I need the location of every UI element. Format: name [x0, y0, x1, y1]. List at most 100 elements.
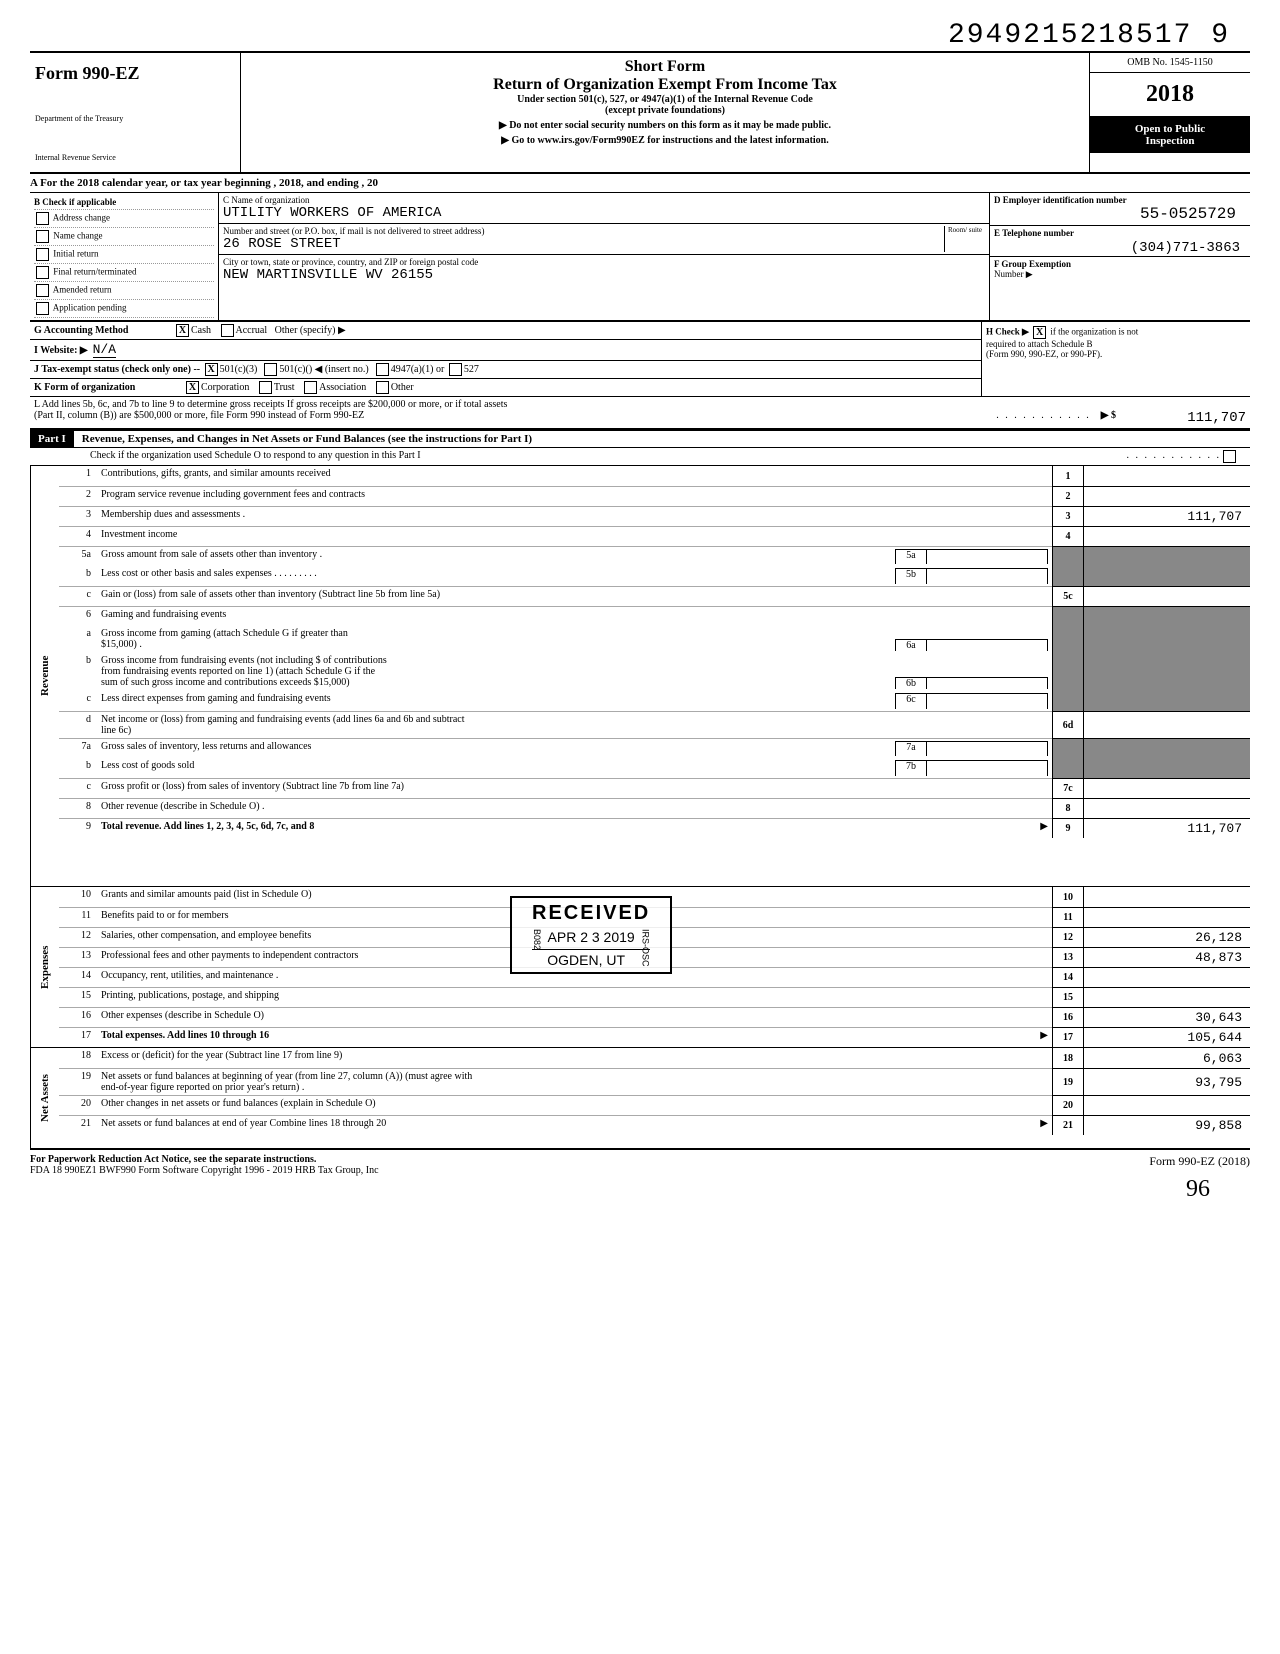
line-6b-num: b — [59, 653, 97, 691]
check-name-change[interactable] — [36, 230, 49, 243]
check-cash[interactable] — [176, 324, 189, 337]
lbl-address-change: Address change — [53, 213, 110, 223]
line-9-desc: Total revenue. Add lines 1, 2, 3, 4, 5c,… — [101, 821, 314, 832]
line-7a-num: 7a — [59, 738, 97, 758]
line-16-num: 16 — [59, 1007, 97, 1027]
line-21-val: 99,858 — [1084, 1115, 1250, 1135]
tax-status-label: J Tax-exempt status (check only one) -- — [34, 364, 200, 375]
paperwork-notice: For Paperwork Reduction Act Notice, see … — [30, 1154, 379, 1165]
lbl-other-method: Other (specify) ▶ — [275, 325, 346, 336]
line-21-num: 21 — [59, 1115, 97, 1135]
line-14-num: 14 — [59, 967, 97, 987]
h-txt1: if the organization is not — [1050, 327, 1138, 337]
ein-label: D Employer identification number — [994, 195, 1246, 205]
line-17-val: 105,644 — [1084, 1027, 1250, 1047]
line-12-num: 12 — [59, 927, 97, 947]
line-1-num: 1 — [59, 466, 97, 486]
line-l-text2: (Part II, column (B)) are $500,000 or mo… — [34, 410, 996, 426]
line-6b-desc: Gross income from fundraising events (no… — [101, 655, 1048, 666]
line-8-rnum: 8 — [1052, 798, 1084, 818]
line-13-num: 13 — [59, 947, 97, 967]
check-schedule-o[interactable] — [1223, 450, 1236, 463]
check-schedule-b[interactable] — [1033, 326, 1046, 339]
lbl-amended: Amended return — [53, 285, 112, 295]
line-8-num: 8 — [59, 798, 97, 818]
line-5c-rnum: 5c — [1052, 586, 1084, 606]
form-org-label: K Form of organization — [34, 382, 184, 393]
group-exemption-label: F Group Exemption — [994, 259, 1071, 269]
line-11-val — [1084, 907, 1250, 927]
check-501c[interactable] — [264, 363, 277, 376]
website-label: I Website: ▶ — [34, 345, 88, 356]
lbl-name-change: Name change — [53, 231, 102, 241]
line-7b-desc: Less cost of goods sold — [101, 760, 895, 776]
org-name-label: C Name of organization — [223, 195, 985, 205]
line-17-desc: Total expenses. Add lines 10 through 16 — [101, 1030, 269, 1041]
check-initial-return[interactable] — [36, 248, 49, 261]
lbl-accrual: Accrual — [236, 325, 268, 336]
line-5a-ib: 5a — [895, 549, 927, 564]
expenses-section-label: Expenses — [30, 887, 59, 1047]
lbl-final-return: Final return/terminated — [53, 267, 136, 277]
ssn-warning: ▶ Do not enter social security numbers o… — [251, 120, 1079, 131]
line-5c-val — [1084, 586, 1250, 606]
line-16-desc: Other expenses (describe in Schedule O) — [97, 1007, 1052, 1027]
line-8-desc: Other revenue (describe in Schedule O) . — [97, 798, 1052, 818]
line-6c-num: c — [59, 691, 97, 711]
check-trust[interactable] — [259, 381, 272, 394]
handwritten-number: 96 — [30, 1176, 1250, 1203]
except-private: (except private foundations) — [251, 105, 1079, 116]
line-17-num: 17 — [59, 1027, 97, 1047]
line-6b-ib: 6b — [895, 677, 927, 689]
line-7c-rnum: 7c — [1052, 778, 1084, 798]
line-3-num: 3 — [59, 506, 97, 526]
check-association[interactable] — [304, 381, 317, 394]
line-7b-num: b — [59, 758, 97, 778]
goto-url: ▶ Go to www.irs.gov/Form990EZ for instru… — [251, 135, 1079, 146]
city-state-zip: NEW MARTINSVILLE WV 26155 — [223, 267, 985, 283]
lbl-cash: Cash — [191, 325, 211, 336]
check-527[interactable] — [449, 363, 462, 376]
line-12-val: 26,128 — [1084, 927, 1250, 947]
line-5c-desc: Gain or (loss) from sale of assets other… — [97, 586, 1052, 606]
line-l-text1: L Add lines 5b, 6c, and 7b to line 9 to … — [34, 399, 1246, 410]
stamp-date: APR 2 3 2019 — [548, 929, 635, 945]
lbl-insert-no: ) ◀ (insert no.) — [309, 364, 369, 375]
line-4-num: 4 — [59, 526, 97, 546]
line-20-rnum: 20 — [1052, 1095, 1084, 1115]
website-value: N/A — [93, 342, 116, 358]
check-other-org[interactable] — [376, 381, 389, 394]
tax-year: 2018 — [1090, 73, 1250, 117]
form-name: Form 990-EZ — [35, 63, 235, 84]
check-final-return[interactable] — [36, 266, 49, 279]
line-l-value: 111,707 — [1126, 410, 1246, 426]
check-pending[interactable] — [36, 302, 49, 315]
document-number: 2949215218517 9 — [30, 20, 1250, 51]
ein-value: 55-0525729 — [994, 205, 1246, 223]
line-14-val — [1084, 967, 1250, 987]
line-3-val: 111,707 — [1084, 506, 1250, 526]
lbl-initial-return: Initial return — [53, 249, 98, 259]
line-6b-desc2: from fundraising events reported on line… — [101, 666, 1048, 677]
lbl-trust: Trust — [274, 382, 295, 393]
line-7c-num: c — [59, 778, 97, 798]
line-11-rnum: 11 — [1052, 907, 1084, 927]
part1-check-text: Check if the organization used Schedule … — [90, 450, 1127, 463]
check-501c3[interactable] — [205, 363, 218, 376]
form-header: Form 990-EZ Department of the Treasury I… — [30, 51, 1250, 174]
check-address-change[interactable] — [36, 212, 49, 225]
check-amended[interactable] — [36, 284, 49, 297]
received-stamp: RECEIVED B082 APR 2 3 2019 IRS-OSC OGDEN… — [510, 896, 672, 974]
dept-treasury: Department of the Treasury — [35, 114, 235, 123]
line-2-desc: Program service revenue including govern… — [97, 486, 1052, 506]
line-18-rnum: 18 — [1052, 1048, 1084, 1068]
check-accrual[interactable] — [221, 324, 234, 337]
line-15-rnum: 15 — [1052, 987, 1084, 1007]
line-6-num: 6 — [59, 606, 97, 626]
line-15-desc: Printing, publications, postage, and shi… — [97, 987, 1052, 1007]
check-4947[interactable] — [376, 363, 389, 376]
line-9-num: 9 — [59, 818, 97, 838]
phone-label: E Telephone number — [994, 228, 1246, 238]
check-corporation[interactable] — [186, 381, 199, 394]
room-suite-label: Room/ suite — [944, 226, 985, 252]
